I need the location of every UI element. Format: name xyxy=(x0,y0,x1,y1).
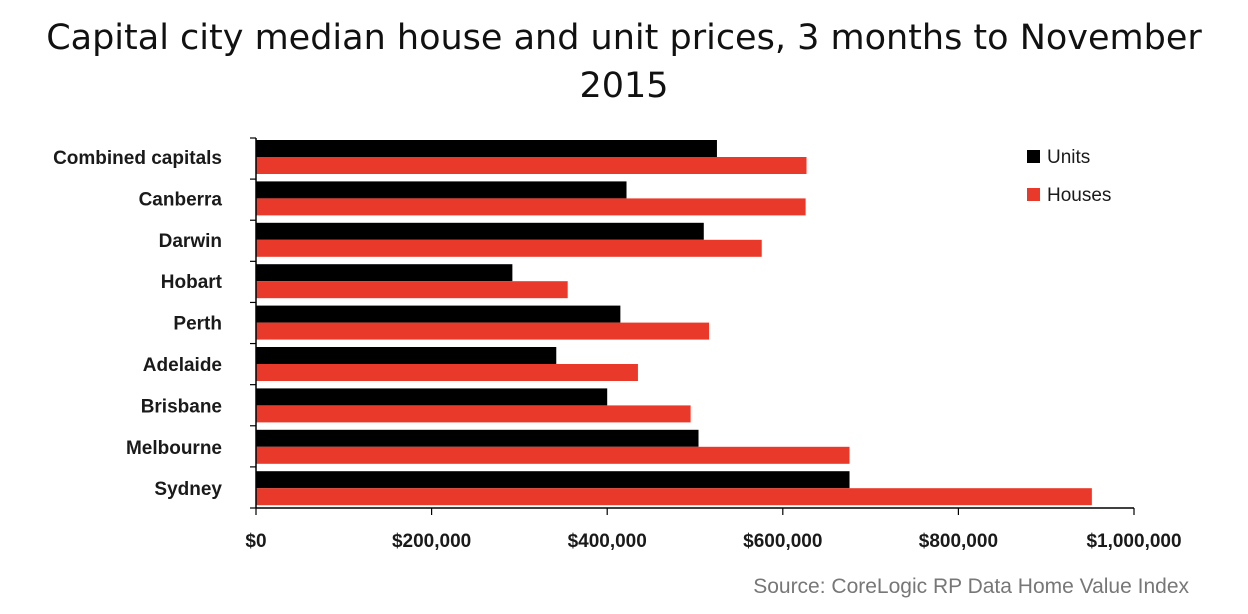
bar-units-brisbane xyxy=(256,388,608,406)
bar-units-sydney xyxy=(256,471,850,489)
legend-swatch-houses xyxy=(1027,188,1040,201)
x-tick-label-0: $0 xyxy=(245,531,266,552)
category-label-darwin: Darwin xyxy=(159,231,222,252)
category-label-adelaide: Adelaide xyxy=(143,355,222,376)
x-tick-label-1-000-000: $1,000,000 xyxy=(1086,531,1181,552)
legend-swatch-units xyxy=(1027,150,1040,163)
legend-label-units: Units xyxy=(1047,147,1090,168)
category-label-perth: Perth xyxy=(173,314,222,335)
bar-units-perth xyxy=(256,305,621,323)
chart-title-line-1: Capital city median house and unit price… xyxy=(46,18,1202,58)
bar-houses-hobart xyxy=(256,281,568,299)
bar-houses-perth xyxy=(256,322,710,340)
category-label-sydney: Sydney xyxy=(154,479,222,500)
chart-title-line-2: 2015 xyxy=(579,66,668,106)
bar-houses-sydney xyxy=(256,488,1092,506)
bar-units-combined-capitals xyxy=(256,140,717,157)
category-label-hobart: Hobart xyxy=(161,272,223,293)
category-label-combined-capitals: Combined capitals xyxy=(53,148,222,169)
legend-label-houses: Houses xyxy=(1047,185,1111,206)
x-tick-label-600-000: $600,000 xyxy=(743,531,822,552)
bar-units-darwin xyxy=(256,222,704,240)
x-tick-label-400-000: $400,000 xyxy=(568,531,647,552)
bar-units-melbourne xyxy=(256,429,699,447)
bar-houses-combined-capitals xyxy=(256,157,807,174)
bar-units-hobart xyxy=(256,264,513,282)
category-label-melbourne: Melbourne xyxy=(126,438,222,459)
chart-title: Capital city median house and unit price… xyxy=(46,18,1202,106)
source-note: Source: CoreLogic RP Data Home Value Ind… xyxy=(753,575,1189,598)
x-tick-label-800-000: $800,000 xyxy=(919,531,998,552)
category-label-brisbane: Brisbane xyxy=(141,396,222,417)
bar-units-canberra xyxy=(256,181,627,199)
legend: Units Houses xyxy=(1027,147,1111,206)
category-label-canberra: Canberra xyxy=(139,189,223,210)
bar-houses-darwin xyxy=(256,239,762,257)
x-tick-label-200-000: $200,000 xyxy=(392,531,471,552)
bar-houses-adelaide xyxy=(256,364,638,381)
bar-houses-brisbane xyxy=(256,405,691,423)
bar-houses-canberra xyxy=(256,198,806,216)
bar-houses-melbourne xyxy=(256,446,850,464)
bar-units-adelaide xyxy=(256,347,557,364)
plot-area: Combined capitals Canberra Darwin Hobart Per… xyxy=(53,137,1182,552)
